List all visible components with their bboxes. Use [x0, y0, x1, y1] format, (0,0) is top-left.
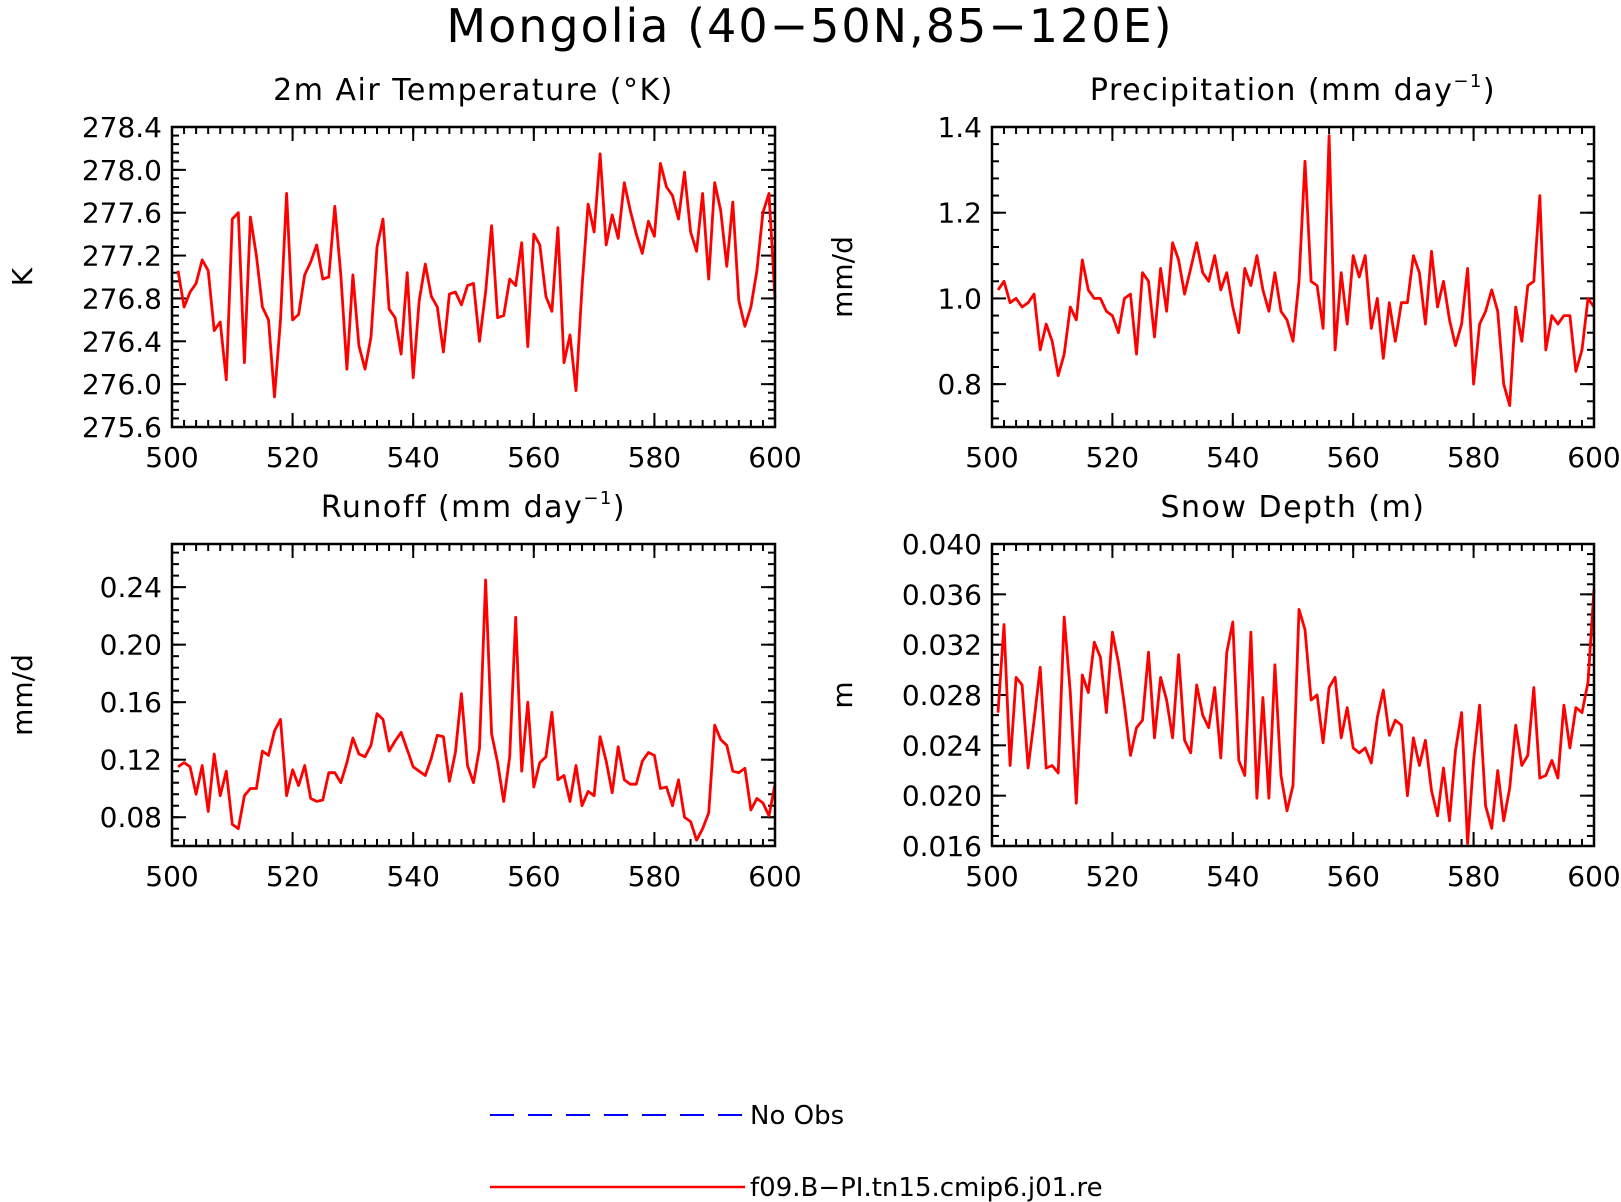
y-axis-label: mm/d — [6, 654, 39, 736]
y-tick-label: 0.16 — [100, 686, 162, 719]
panel-title-superscript: −1 — [1453, 71, 1483, 92]
y-tick-label: 0.12 — [100, 744, 162, 777]
x-tick-label: 580 — [628, 441, 681, 474]
x-tick-label: 580 — [1447, 441, 1500, 474]
x-tick-label: 580 — [1447, 860, 1500, 893]
plot-frame — [990, 125, 1596, 429]
panel-title-end: ) — [613, 490, 626, 525]
y-tick-label: 278.4 — [82, 111, 162, 144]
x-tick-label: 540 — [1206, 860, 1259, 893]
plot-frame — [170, 542, 777, 848]
y-tick-label: 1.4 — [937, 111, 982, 144]
panel-title-text: 2m Air Temperature (°K) — [273, 73, 674, 108]
y-tick-label: 0.016 — [902, 830, 982, 863]
x-tick-label: 520 — [266, 860, 319, 893]
x-tick-label: 500 — [145, 860, 198, 893]
chart-panel-3: Runoff (mm day−1) 500 520 540 560 580 600 0.08 0… — [6, 488, 802, 893]
series-line-1 — [177, 578, 777, 842]
y-tick-label: 0.020 — [902, 780, 982, 813]
chart-panel-2: Precipitation (mm day−1) 500 520 540 560 580 6… — [826, 71, 1621, 474]
series-line-1 — [176, 152, 777, 399]
x-tick-label: 560 — [507, 860, 560, 893]
y-tick-label: 277.6 — [82, 197, 162, 230]
y-tick-label: 0.028 — [902, 679, 982, 712]
x-tick-label: 520 — [1086, 441, 1139, 474]
x-tick-label: 540 — [386, 441, 439, 474]
y-tick-label: 0.036 — [902, 578, 982, 611]
chart-panel-1: 2m Air Temperature (°K) 500 520 540 560 580 60… — [6, 73, 802, 474]
panel-title: Snow Depth (m) — [1160, 490, 1425, 525]
panel-title: Precipitation (mm day−1) — [1090, 71, 1496, 108]
x-tick-label: 520 — [1086, 860, 1139, 893]
series-line-1 — [996, 134, 1596, 408]
panel-title-text: Precipitation (mm day — [1090, 73, 1453, 108]
x-tick-label: 500 — [145, 441, 198, 474]
y-tick-label: 0.24 — [100, 571, 162, 604]
series-line-1 — [996, 589, 1596, 845]
legend-label: No Obs — [750, 1101, 844, 1131]
y-tick-label: 0.08 — [100, 801, 162, 834]
x-tick-label: 560 — [507, 441, 560, 474]
y-tick-label: 276.0 — [82, 368, 162, 401]
y-axis-label: m — [826, 681, 859, 708]
y-tick-label: 0.040 — [902, 528, 982, 561]
y-tick-label: 0.024 — [902, 729, 982, 762]
plot-frame — [170, 125, 777, 429]
legend-item-1: No Obs — [490, 1101, 844, 1131]
x-tick-label: 600 — [748, 860, 801, 893]
panel-title-text: Runoff (mm day — [321, 490, 583, 525]
panel-title-end: ) — [1483, 73, 1496, 108]
x-tick-label: 580 — [628, 860, 681, 893]
x-tick-label: 500 — [965, 860, 1018, 893]
x-tick-label: 600 — [1567, 860, 1620, 893]
x-tick-label: 600 — [748, 441, 801, 474]
y-axis-label: K — [6, 267, 39, 286]
y-tick-label: 275.6 — [82, 411, 162, 444]
y-tick-label: 0.8 — [937, 368, 982, 401]
plot-frame — [990, 542, 1596, 848]
y-tick-label: 0.032 — [902, 629, 982, 662]
x-tick-label: 600 — [1567, 441, 1620, 474]
panel-title-superscript: −1 — [583, 488, 613, 509]
y-tick-label: 278.0 — [82, 154, 162, 187]
chart-panels: 2m Air Temperature (°K) 500 520 540 560 580 60… — [6, 71, 1621, 893]
legend-item-2: f09.B−PI.tn15.cmip6.j01.re — [490, 1173, 1103, 1202]
panel-title: Runoff (mm day−1) — [321, 488, 626, 525]
y-tick-label: 276.4 — [82, 325, 162, 358]
legend-label: f09.B−PI.tn15.cmip6.j01.re — [750, 1173, 1103, 1202]
y-axis-label: mm/d — [826, 236, 859, 318]
panel-title: 2m Air Temperature (°K) — [273, 73, 674, 108]
panel-title-text: Snow Depth (m) — [1160, 490, 1425, 525]
x-tick-label: 540 — [1206, 441, 1259, 474]
legend: No Obs f09.B−PI.tn15.cmip6.j01.re — [490, 1101, 1103, 1202]
y-tick-label: 1.0 — [937, 282, 982, 315]
figure-title: Mongolia (40−50N,85−120E) — [446, 0, 1173, 53]
y-tick-label: 277.2 — [82, 240, 162, 273]
chart-panel-4: Snow Depth (m) 500 520 540 560 580 600 0.016 0.0… — [826, 490, 1621, 893]
x-tick-label: 540 — [386, 860, 439, 893]
x-tick-label: 500 — [965, 441, 1018, 474]
y-tick-label: 0.20 — [100, 629, 162, 662]
x-tick-label: 520 — [266, 441, 319, 474]
y-tick-label: 276.8 — [82, 282, 162, 315]
x-tick-label: 560 — [1326, 860, 1379, 893]
y-tick-label: 1.2 — [937, 197, 982, 230]
x-tick-label: 560 — [1326, 441, 1379, 474]
